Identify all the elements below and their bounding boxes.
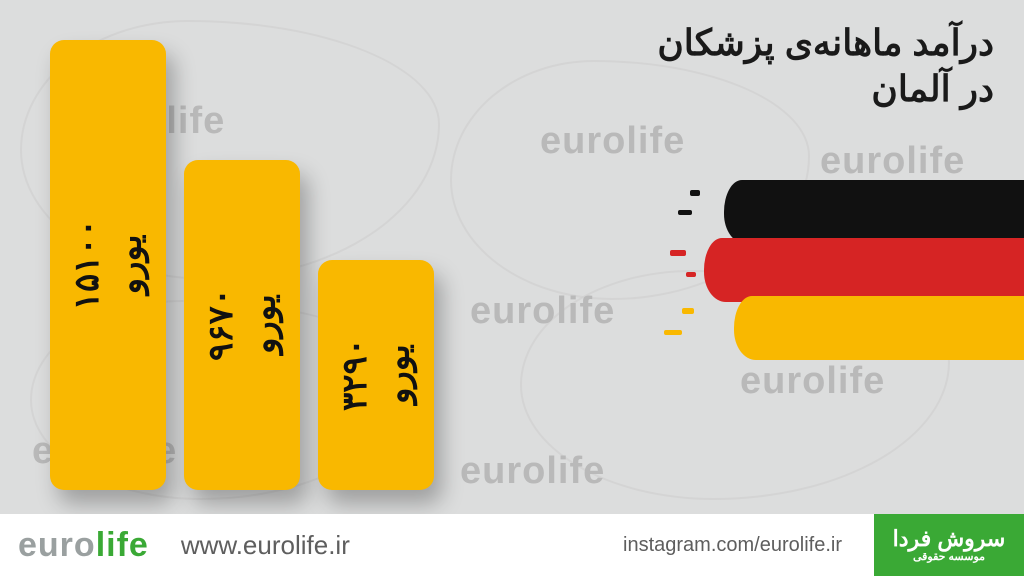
badge-sub-text: موسسه حقوقی (893, 551, 1006, 563)
germany-flag-graphic (704, 180, 1024, 370)
title-line-1: درآمد ماهانه‌ی پزشکان (657, 22, 994, 64)
bar: ۹۶۷۰یورو (184, 160, 300, 490)
flag-stripe-yellow (734, 296, 1024, 360)
watermark-text: eurolife (540, 120, 685, 163)
title-line-2: در آلمان (657, 68, 994, 110)
instagram-handle: instagram.com/eurolife.ir (623, 534, 842, 557)
watermark-text: eurolife (460, 450, 605, 493)
bar-value-label: ۳۲۹۰یورو (334, 338, 419, 411)
badge-main-text: سروش فردا (893, 526, 1006, 551)
logo-euro-text: euro (18, 526, 96, 564)
watermark-text: eurolife (470, 290, 615, 333)
flag-stripe-black (724, 180, 1024, 244)
flag-brush-speck (664, 330, 682, 335)
flag-brush-speck (678, 210, 692, 215)
logo-life-text: life (96, 526, 149, 564)
chart-title: درآمد ماهانه‌ی پزشکان در آلمان (657, 22, 994, 110)
flag-brush-speck (682, 308, 694, 314)
flag-brush-speck (686, 272, 696, 277)
infographic-canvas: eurolifeeurolifeeurolifeeurolifeeurolife… (0, 0, 1024, 576)
footer-bar: eurolife www.eurolife.ir instagram.com/e… (0, 514, 1024, 576)
company-badge: سروش فردا موسسه حقوقی (874, 514, 1024, 576)
bar: ۱۵۱۰۰یورو (50, 40, 166, 490)
flag-stripe-red (704, 238, 1024, 302)
website-url: www.eurolife.ir (181, 530, 350, 561)
eurolife-logo: eurolife (18, 526, 149, 565)
bar: ۳۲۹۰یورو (318, 260, 434, 490)
bar-value-label: ۱۵۱۰۰یورو (66, 219, 151, 310)
bar-value-label: ۹۶۷۰یورو (200, 288, 285, 361)
bar-chart: ۱۵۱۰۰یورو ۹۶۷۰یورو ۳۲۹۰یورو (50, 40, 434, 490)
flag-brush-speck (670, 250, 686, 256)
flag-brush-speck (690, 190, 700, 196)
watermark-text: eurolife (820, 140, 965, 183)
